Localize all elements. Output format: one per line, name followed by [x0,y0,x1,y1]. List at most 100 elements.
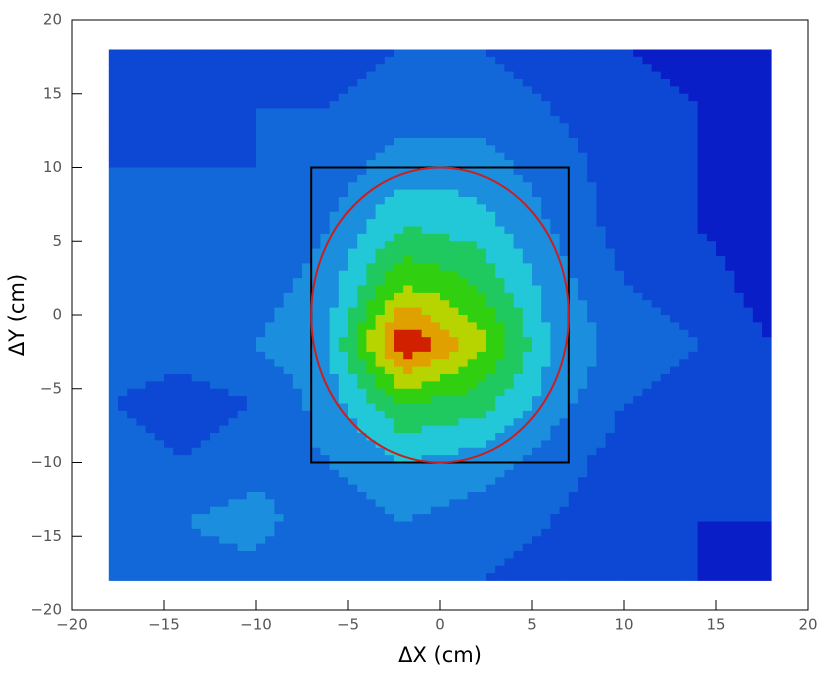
contour-cell [716,123,726,132]
contour-cell [596,410,606,419]
contour-cell [532,241,542,250]
contour-cell [532,374,542,382]
contour-cell [486,469,496,478]
contour-cell [127,292,137,301]
contour-cell [348,565,358,574]
contour-cell [716,403,726,412]
contour-cell [127,219,137,227]
contour-cell [366,130,376,139]
contour-cell [302,499,312,508]
contour-cell [743,447,754,456]
contour-cell [605,211,616,220]
contour-cell [559,71,570,80]
contour-cell [357,506,367,515]
contour-cell [154,270,165,279]
contour-cell [118,315,128,323]
contour-cell [246,381,257,390]
contour-cell [486,514,496,522]
contour-cell [762,315,772,323]
contour-cell [725,167,735,176]
contour-cell [476,204,487,213]
contour-cell [430,219,441,227]
contour-cell [476,381,487,390]
contour-cell [375,499,386,508]
contour-cell [660,160,671,168]
contour-cell [568,425,579,434]
contour-cell [384,300,395,309]
contour-cell [614,182,625,191]
contour-cell [670,484,680,493]
contour-cell [504,388,514,397]
contour-cell [283,322,294,331]
contour-cell [495,270,505,279]
contour-cell [274,174,284,183]
contour-cell [136,455,146,463]
contour-cell [403,433,413,441]
contour-cell [292,278,303,286]
contour-cell [154,130,165,139]
contour-cell [145,270,156,279]
contour-cell [329,329,340,338]
contour-cell [200,204,211,213]
contour-cell [430,514,441,522]
contour-cell [338,115,349,124]
contour-cell [329,558,340,567]
contour-cell [108,79,119,87]
contour-cell [191,241,202,250]
contour-cell [191,329,202,338]
contour-cell [670,86,680,95]
contour-cell [329,403,340,412]
contour-cell [614,285,625,294]
contour-cell [679,285,689,294]
contour-cell [449,521,459,530]
contour-cell [522,484,533,493]
contour-cell [568,71,579,80]
contour-cell [504,226,514,235]
contour-cell [688,278,698,286]
contour-cell [752,101,763,109]
contour-cell [154,123,165,132]
contour-cell [127,492,137,500]
contour-cell [725,425,735,434]
contour-cell [357,351,367,360]
contour-cell [421,130,432,139]
contour-cell [440,469,450,478]
contour-cell [191,543,202,552]
contour-cell [513,204,524,213]
contour-cell [476,433,487,441]
contour-cell [559,226,570,235]
contour-cell [366,440,376,449]
contour-cell [440,558,450,567]
contour-cell [274,396,284,404]
contour-cell [430,130,441,139]
contour-cell [642,226,652,235]
contour-cell [513,292,524,301]
contour-cell [716,410,726,419]
contour-cell [752,351,763,360]
contour-cell [513,256,524,264]
contour-cell [237,167,248,176]
contour-cell [541,366,551,375]
contour-cell [541,285,551,294]
contour-cell [476,174,487,183]
contour-cell [670,278,680,286]
contour-cell [237,241,248,250]
contour-cell [734,455,744,463]
contour-cell [541,388,551,397]
contour-cell [467,337,478,345]
contour-cell [762,130,772,139]
contour-cell [320,145,330,154]
contour-cell [697,130,708,139]
contour-cell [559,123,570,132]
contour-cell [660,278,671,286]
contour-cell [403,506,413,515]
contour-cell [559,152,570,161]
contour-cell [642,300,652,309]
contour-cell [403,219,413,227]
contour-cell [651,86,662,95]
contour-cell [329,366,340,375]
contour-cell [265,551,275,559]
contour-cell [366,307,376,316]
contour-cell [734,79,744,87]
contour-cell [210,226,220,235]
